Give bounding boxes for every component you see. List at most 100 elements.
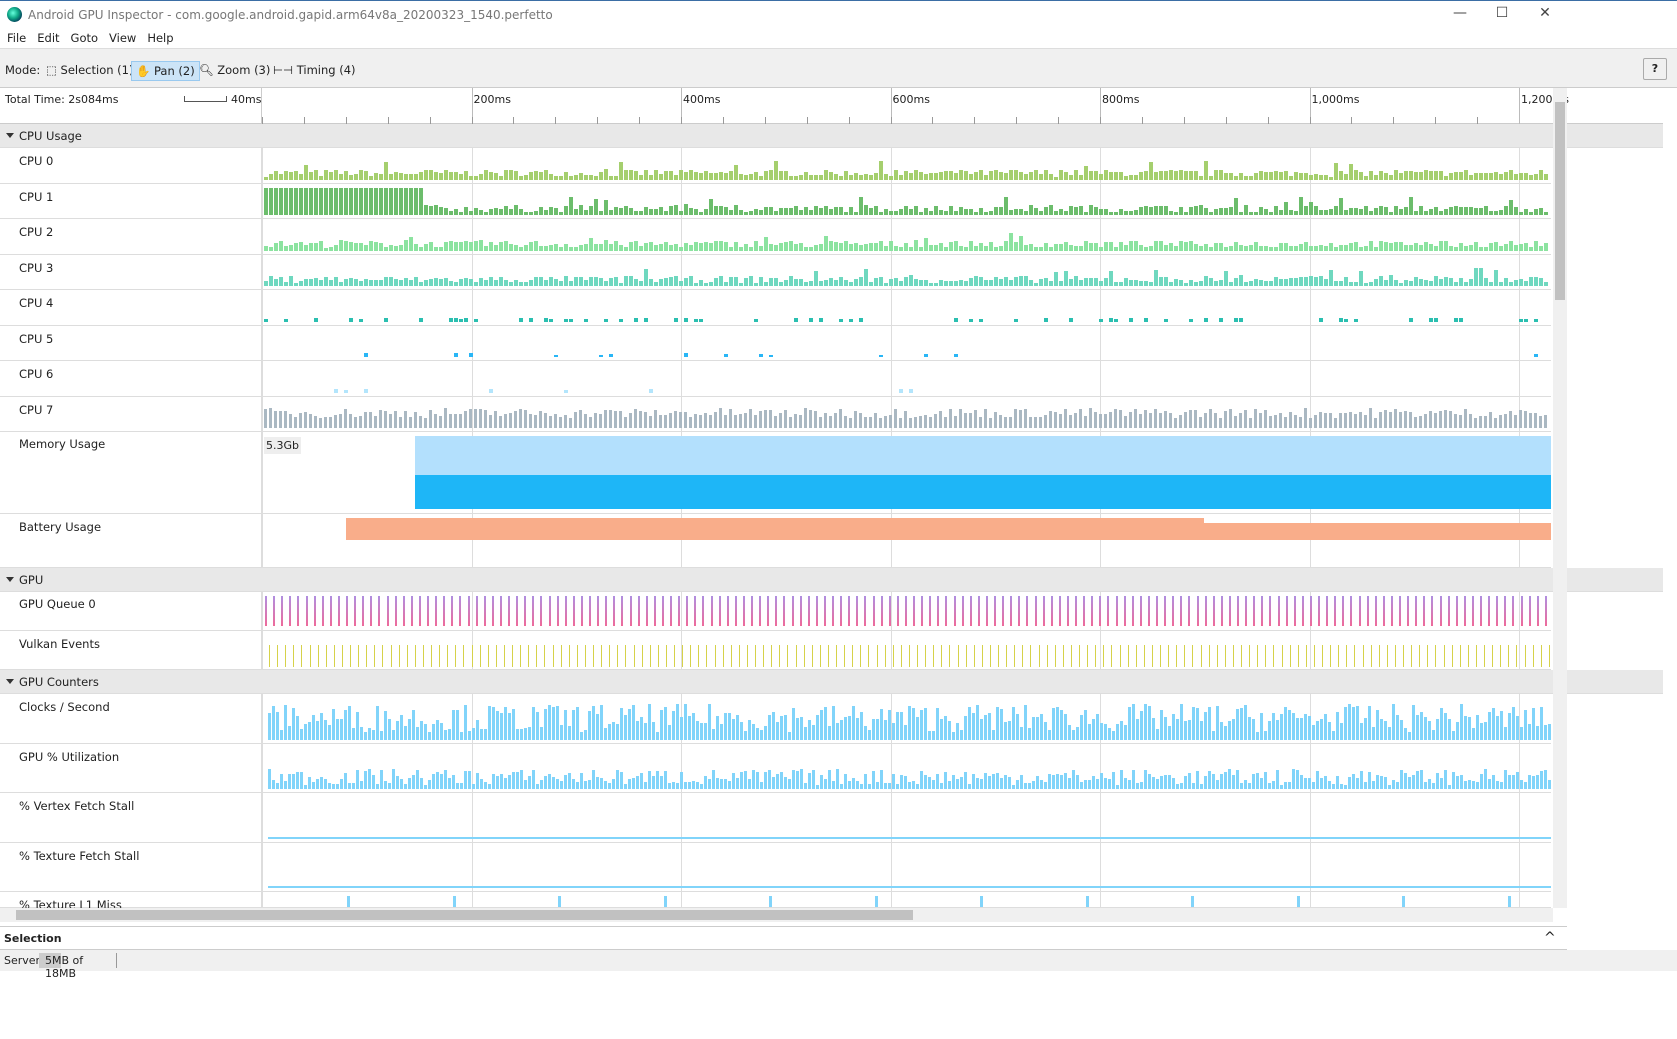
cpu-slice[interactable] — [1244, 175, 1248, 180]
counter-sample[interactable] — [628, 779, 631, 789]
counter-sample[interactable] — [832, 780, 835, 789]
cpu-slice[interactable] — [1269, 211, 1273, 215]
cpu-slice[interactable] — [654, 208, 658, 215]
horizontal-scroll-thumb[interactable] — [16, 910, 913, 920]
cpu-slice[interactable] — [1539, 170, 1543, 180]
counter-sample[interactable] — [524, 779, 527, 789]
vulkan-event[interactable] — [390, 645, 392, 667]
cpu-slice[interactable] — [1404, 410, 1407, 428]
cpu-slice[interactable] — [794, 279, 798, 286]
counter-sample[interactable] — [1504, 726, 1507, 740]
cpu-slice[interactable] — [1354, 414, 1357, 428]
cpu-slice[interactable] — [909, 388, 913, 393]
gpu-submission[interactable] — [702, 596, 705, 626]
counter-sample[interactable] — [1376, 775, 1379, 789]
vulkan-event[interactable] — [1305, 645, 1307, 667]
cpu-slice[interactable] — [624, 205, 628, 215]
counter-sample[interactable] — [428, 732, 431, 740]
counter-sample[interactable] — [648, 771, 651, 789]
counter-sample[interactable] — [468, 731, 471, 740]
cpu-slice[interactable] — [1129, 411, 1132, 428]
counter-sample[interactable] — [1248, 717, 1251, 740]
counter-sample[interactable] — [316, 779, 319, 789]
counter-sample[interactable] — [1112, 730, 1115, 740]
cpu-slice[interactable] — [879, 211, 883, 215]
counter-sample[interactable] — [724, 713, 727, 740]
cpu-slice[interactable] — [804, 246, 808, 251]
cpu-slice[interactable] — [739, 210, 743, 215]
cpu-slice[interactable] — [1099, 174, 1103, 180]
cpu-slice[interactable] — [1154, 240, 1158, 251]
cpu-slice[interactable] — [659, 174, 663, 180]
cpu-slice[interactable] — [299, 413, 302, 428]
cpu-slice[interactable] — [1434, 170, 1438, 180]
cpu-slice[interactable] — [1409, 411, 1412, 428]
gpu-submission[interactable] — [1512, 596, 1515, 626]
cpu-slice[interactable] — [1344, 173, 1348, 180]
counter-sample[interactable] — [1076, 726, 1079, 740]
counter-sample[interactable] — [396, 776, 399, 789]
counter-sample[interactable] — [1236, 770, 1239, 789]
cpu-slice[interactable] — [1474, 267, 1478, 286]
cpu-slice[interactable] — [1459, 172, 1463, 180]
cpu-slice[interactable] — [1029, 417, 1032, 428]
counter-sample[interactable] — [452, 896, 456, 907]
counter-sample[interactable] — [1192, 782, 1195, 789]
cpu-slice[interactable] — [269, 246, 273, 251]
cpu-slice[interactable] — [1274, 247, 1278, 251]
counter-sample[interactable] — [1180, 704, 1183, 740]
cpu-slice[interactable] — [384, 161, 388, 180]
cpu-slice[interactable] — [529, 172, 533, 180]
counter-sample[interactable] — [1148, 705, 1151, 740]
cpu-slice[interactable] — [334, 277, 338, 286]
counter-sample[interactable] — [1348, 704, 1351, 740]
cpu-slice[interactable] — [1159, 241, 1163, 251]
counter-sample[interactable] — [268, 713, 271, 740]
cpu-slice[interactable] — [1214, 169, 1218, 180]
cpu-slice[interactable] — [839, 409, 842, 428]
cpu-slice[interactable] — [899, 174, 903, 180]
counter-sample[interactable] — [1068, 777, 1071, 789]
cpu-slice[interactable] — [354, 243, 358, 251]
counter-sample[interactable] — [348, 705, 351, 740]
counter-sample[interactable] — [924, 774, 927, 789]
cpu-slice[interactable] — [394, 278, 398, 286]
cpu-slice[interactable] — [1239, 211, 1243, 215]
cpu-slice[interactable] — [319, 417, 322, 428]
counter-sample[interactable] — [928, 777, 931, 789]
cpu-slice[interactable] — [1409, 280, 1413, 286]
cpu-track[interactable] — [262, 325, 1551, 361]
cpu-slice[interactable] — [1224, 270, 1228, 286]
gpu-submission[interactable] — [1439, 596, 1442, 626]
counter-sample[interactable] — [404, 726, 407, 740]
cpu-slice[interactable] — [324, 247, 328, 251]
cpu-slice[interactable] — [1344, 210, 1348, 215]
cpu-slice[interactable] — [904, 242, 908, 251]
cpu-slice[interactable] — [1339, 245, 1343, 251]
cpu-slice[interactable] — [709, 243, 713, 251]
counter-sample[interactable] — [432, 724, 435, 740]
cpu-slice[interactable] — [1079, 408, 1082, 428]
cpu-slice[interactable] — [1249, 280, 1253, 286]
cpu-slice[interactable] — [674, 205, 678, 215]
gpu-submission[interactable] — [589, 596, 591, 626]
collapse-triangle-icon[interactable] — [6, 133, 14, 138]
counter-sample[interactable] — [848, 781, 851, 789]
cpu-slice[interactable] — [619, 162, 623, 180]
cpu-slice[interactable] — [1039, 417, 1042, 428]
cpu-slice[interactable] — [644, 170, 648, 180]
cpu-slice[interactable] — [1154, 270, 1158, 286]
cpu-slice[interactable] — [1034, 208, 1038, 215]
cpu-slice[interactable] — [429, 409, 432, 428]
cpu-slice[interactable] — [299, 188, 303, 215]
vulkan-event[interactable] — [463, 645, 465, 667]
counter-sample[interactable] — [836, 769, 839, 789]
cpu-slice[interactable] — [284, 245, 288, 251]
counter-sample[interactable] — [1432, 783, 1435, 789]
cpu-slice[interactable] — [1444, 409, 1447, 428]
cpu-slice[interactable] — [1074, 169, 1078, 180]
cpu-slice[interactable] — [554, 207, 558, 215]
cpu-slice[interactable] — [1244, 409, 1247, 428]
cpu-slice[interactable] — [679, 412, 682, 428]
cpu-slice[interactable] — [769, 278, 773, 286]
